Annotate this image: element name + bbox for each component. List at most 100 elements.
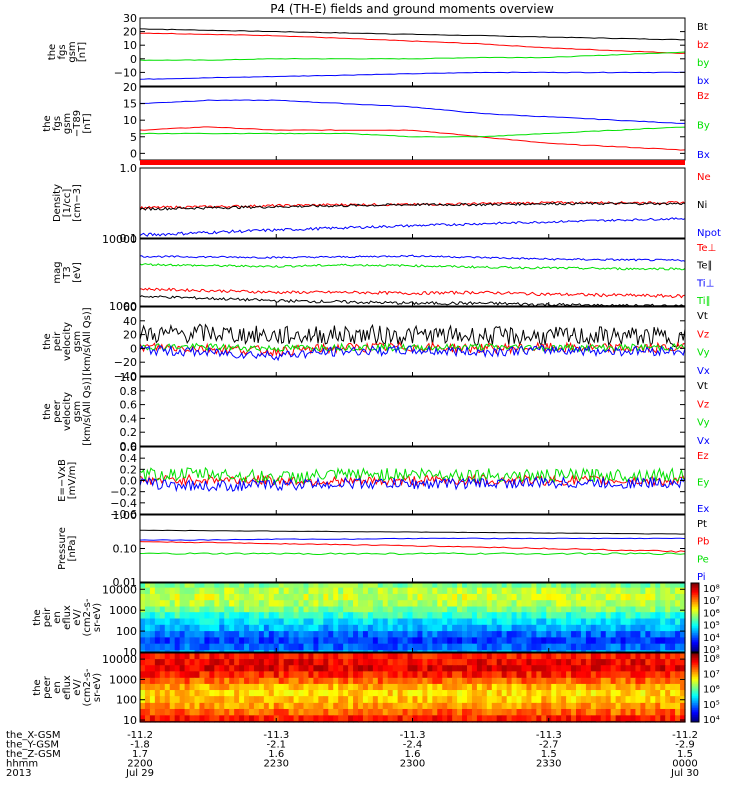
spectrogram-cell xyxy=(392,653,399,660)
spectrogram-cell xyxy=(462,708,468,716)
spectrogram-cell xyxy=(392,708,399,716)
spectrogram-cell xyxy=(174,600,181,608)
spectrogram-cell xyxy=(501,702,508,710)
spectrogram-cell xyxy=(580,659,587,666)
colorbar-cell xyxy=(691,703,699,706)
spectrogram-cell xyxy=(377,715,384,722)
spectrogram-cell xyxy=(298,618,305,626)
colorbar-cell xyxy=(691,605,699,608)
legend-Vy: Vy xyxy=(697,418,710,429)
spectrogram-cell xyxy=(670,653,676,660)
spectrogram-cell xyxy=(660,643,666,651)
spectrogram-cell xyxy=(526,665,532,672)
spectrogram-cell xyxy=(457,600,463,608)
spectrogram-cell xyxy=(293,653,300,660)
spectrogram-cell xyxy=(293,631,300,638)
spectrogram-cell xyxy=(268,643,275,651)
spectrogram-cell xyxy=(323,624,329,632)
spectrogram-cell xyxy=(521,659,528,666)
spectrogram-cell xyxy=(650,618,656,626)
spectrogram-cell xyxy=(283,659,290,666)
spectrogram-cell xyxy=(655,624,661,632)
spectrogram-cell xyxy=(268,612,275,620)
spectrogram-cell xyxy=(655,659,661,666)
spectrogram-cell xyxy=(407,677,414,685)
ylabel-line: peer xyxy=(42,675,53,699)
spectrogram-cell xyxy=(268,606,275,613)
ephemeris-x: -11.3 xyxy=(536,730,562,741)
spectrogram-cell xyxy=(417,659,423,666)
spectrogram-cell xyxy=(179,624,186,632)
spectrogram-cell xyxy=(219,715,225,722)
spectrogram-cell xyxy=(442,659,448,666)
ylabel-line: (cm2-s- xyxy=(82,668,93,706)
spectrogram-cell xyxy=(229,631,235,638)
spectrogram-cell xyxy=(149,715,156,722)
spectrogram-cell xyxy=(462,702,468,710)
spectrogram-cell xyxy=(387,612,394,620)
spectrogram-cell xyxy=(278,624,285,632)
spectrogram-cell xyxy=(402,683,409,691)
spectrogram-cell xyxy=(303,708,310,716)
spectrogram-cell xyxy=(174,665,181,672)
spectrogram-cell xyxy=(640,671,646,679)
spectrogram-cell xyxy=(501,593,508,601)
spectrogram-cell xyxy=(561,631,567,638)
spectrogram-cell xyxy=(209,690,215,697)
spectrogram-cell xyxy=(457,677,463,685)
spectrogram-cell xyxy=(249,643,255,651)
spectrogram-cell xyxy=(353,631,359,638)
spectrogram-cell xyxy=(576,587,582,595)
spectrogram-cell xyxy=(244,690,250,697)
spectrogram-cell xyxy=(452,690,458,697)
spectrogram-cell xyxy=(516,624,523,632)
spectrogram-cell xyxy=(655,671,661,679)
spectrogram-cell xyxy=(432,618,438,626)
spectrogram-cell xyxy=(268,631,275,638)
spectrogram-cell xyxy=(585,702,592,710)
spectrogram-cell xyxy=(328,643,334,651)
spectrogram-cell xyxy=(595,606,602,613)
spectrogram-cell xyxy=(338,637,344,645)
spectrogram-cell xyxy=(645,612,651,620)
spectrogram-cell xyxy=(184,696,191,704)
spectrogram-cell xyxy=(288,677,295,685)
spectrogram-cell xyxy=(323,631,329,638)
spectrogram-cell xyxy=(521,653,528,660)
spectrogram-cell xyxy=(392,690,399,697)
spectrogram-cell xyxy=(660,612,666,620)
spectrogram-cell xyxy=(442,708,448,716)
spectrogram-cell xyxy=(343,715,349,722)
spectrogram-cell xyxy=(372,643,379,651)
spectrogram-cell xyxy=(561,690,567,697)
spectrogram-cell xyxy=(377,677,384,685)
spectrogram-cell xyxy=(605,696,612,704)
spectrogram-cell xyxy=(209,677,215,685)
spectrogram-cell xyxy=(194,708,201,716)
spectrogram-cell xyxy=(318,696,324,704)
spectrogram-cell xyxy=(338,659,344,666)
spectrogram-cell xyxy=(328,650,334,653)
legend-bx: bx xyxy=(697,76,709,87)
spectrogram-cell xyxy=(149,696,156,704)
spectrogram-cell xyxy=(457,631,463,638)
spectrogram-cell xyxy=(437,637,443,645)
spectrogram-cell xyxy=(367,696,374,704)
spectrogram-cell xyxy=(630,593,637,601)
spectrogram-cell xyxy=(412,653,419,660)
spectrogram-cell xyxy=(645,696,651,704)
spectrogram-cell xyxy=(204,587,210,595)
spectrogram-cell xyxy=(323,606,329,613)
spectrogram-cell xyxy=(511,618,518,626)
spectrogram-cell xyxy=(491,659,498,666)
spectrogram-cell xyxy=(174,659,181,666)
spectrogram-cell xyxy=(318,600,324,608)
spectrogram-cell xyxy=(670,659,676,666)
spectrogram-cell xyxy=(447,715,453,722)
spectrogram-cell xyxy=(556,677,562,685)
spectrogram-cell xyxy=(590,696,597,704)
spectrogram-cell xyxy=(244,671,250,679)
spectrogram-cell xyxy=(179,683,186,691)
spectrogram-cell xyxy=(491,587,498,595)
spectrogram-cell xyxy=(447,702,453,710)
